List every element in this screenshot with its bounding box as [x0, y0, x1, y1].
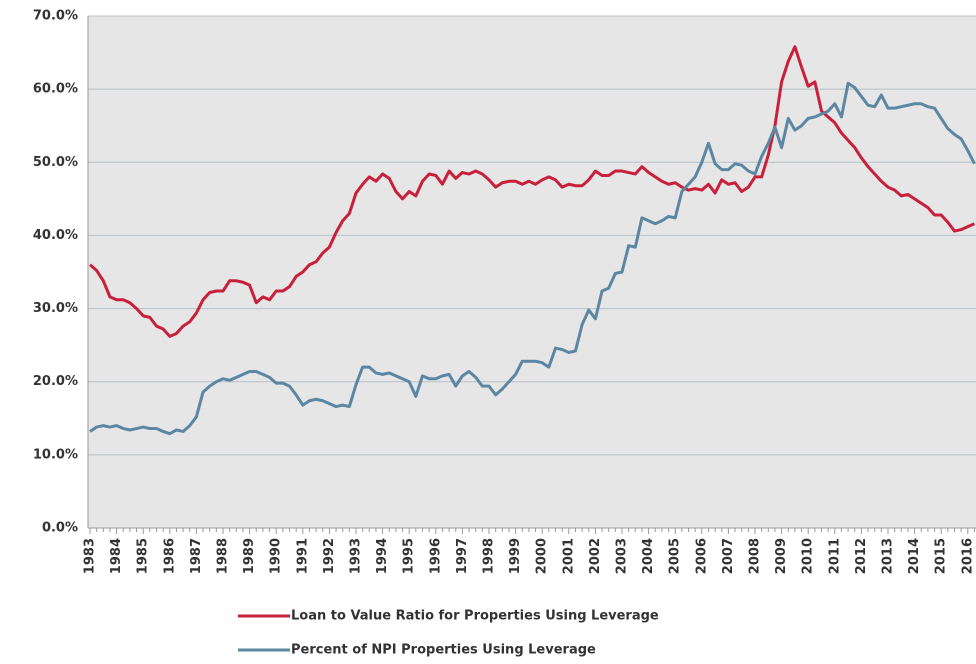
x-tick-label: 2014 — [907, 538, 922, 574]
x-tick-label: 1983 — [83, 538, 98, 574]
x-tick-label: 2001 — [561, 538, 576, 574]
x-tick-label: 1989 — [242, 538, 257, 574]
x-tick-label: 2015 — [934, 538, 949, 574]
x-tick-label: 2013 — [881, 538, 896, 574]
x-tick-label: 1996 — [428, 538, 443, 574]
y-tick-label: 0.0% — [42, 521, 78, 536]
x-tick-label: 2007 — [721, 538, 736, 574]
x-tick-label: 2011 — [827, 538, 842, 574]
x-tick-label: 2004 — [641, 538, 656, 574]
x-tick-label: 1985 — [136, 538, 151, 574]
x-tick-label: 1993 — [349, 538, 364, 574]
x-tick-label: 1997 — [455, 538, 470, 574]
series-line — [89, 81, 976, 436]
y-tick-label: 70.0% — [33, 9, 78, 24]
x-tick-label: 1986 — [162, 538, 177, 574]
x-tick-label: 1987 — [189, 538, 204, 574]
x-tick-label: 1988 — [216, 538, 231, 574]
y-tick-label: 40.0% — [33, 228, 78, 243]
x-tick-label: 1998 — [482, 538, 497, 574]
x-tick-label: 2010 — [801, 538, 816, 574]
x-tick-label: 2005 — [668, 538, 683, 574]
x-tick-label: 2016 — [960, 538, 975, 574]
x-tick-label: 1992 — [322, 538, 337, 574]
x-tick-label: 1984 — [109, 538, 124, 574]
x-tick-label: 1994 — [375, 538, 390, 574]
x-tick-label: 1999 — [508, 538, 523, 574]
x-tick-label: 2008 — [748, 538, 763, 574]
x-tick-label: 1995 — [402, 538, 417, 574]
y-tick-label: 10.0% — [33, 447, 78, 462]
plot-area — [88, 16, 976, 528]
x-tick-label: 2003 — [615, 538, 630, 574]
x-tick-label: 1991 — [295, 538, 310, 574]
x-tick-label: 2006 — [694, 538, 709, 574]
y-tick-label: 50.0% — [33, 155, 78, 170]
y-tick-label: 30.0% — [33, 301, 78, 316]
x-tick-label: 2002 — [588, 538, 603, 574]
x-tick-label: 2012 — [854, 538, 869, 574]
legend-label: Loan to Value Ratio for Properties Using… — [291, 609, 659, 624]
y-tick-label: 60.0% — [33, 82, 78, 97]
x-tick-label: 1990 — [269, 538, 284, 574]
x-tick-label: 2000 — [535, 538, 550, 574]
x-tick-label: 2009 — [774, 538, 789, 574]
y-tick-label: 20.0% — [33, 374, 78, 389]
series-line — [89, 45, 976, 338]
legend-label: Percent of NPI Properties Using Leverage — [291, 643, 596, 658]
